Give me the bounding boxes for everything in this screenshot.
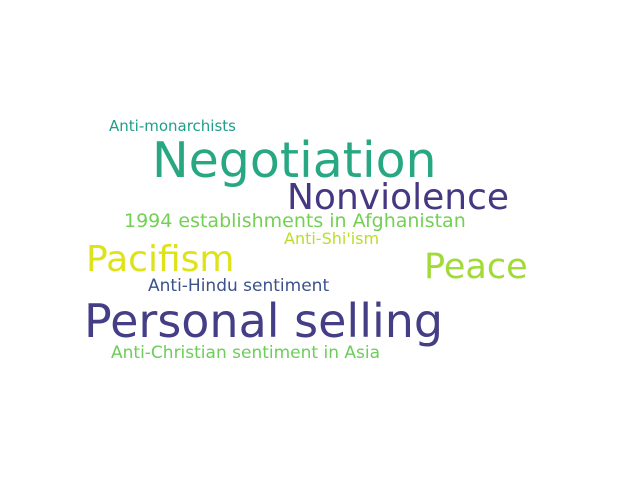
word-anti-christian-sentiment-in-asia: Anti-Christian sentiment in Asia	[111, 343, 380, 363]
word-negotiation: Negotiation	[152, 132, 437, 189]
word-anti-monarchists: Anti-monarchists	[109, 117, 236, 135]
word-personal-selling: Personal selling	[84, 294, 444, 348]
word-peace: Peace	[424, 247, 528, 287]
word-anti-shiism: Anti-Shi'ism	[284, 229, 380, 248]
word-anti-hindu-sentiment: Anti-Hindu sentiment	[148, 276, 330, 296]
word-pacifism: Pacifism	[86, 239, 235, 280]
word-nonviolence: Nonviolence	[287, 177, 510, 218]
word-1994-establishments-in-afghanistan: 1994 establishments in Afghanistan	[124, 210, 466, 232]
